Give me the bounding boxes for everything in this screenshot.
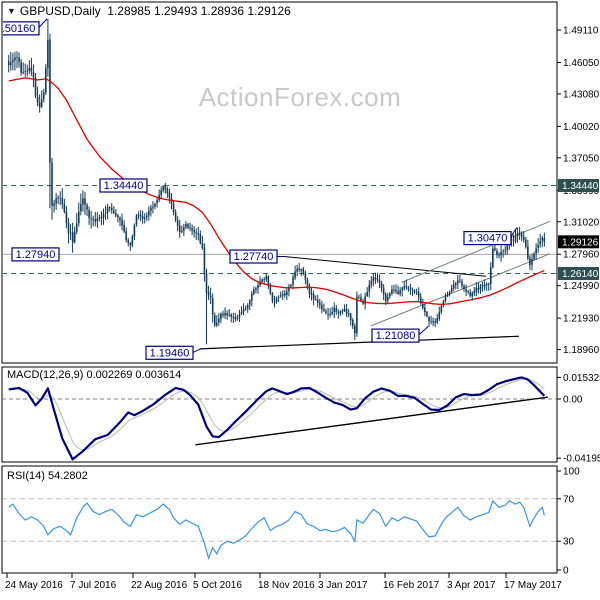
price-label-box — [11, 247, 60, 262]
macd-trendline — [195, 396, 548, 446]
axis-box-1.26140 — [558, 266, 599, 280]
macd-tick-label: 0.00 — [563, 395, 583, 406]
symbol-dropdown-icon[interactable]: ▼ — [7, 6, 16, 16]
date-label: 3 Jan 2017 — [318, 580, 368, 591]
price-tick-label: 1.31020 — [563, 217, 600, 228]
rsi-tick-label: 30 — [563, 537, 575, 548]
rsi-tick-label: 70 — [563, 494, 575, 505]
macd-tick-label: -0.041957 — [563, 454, 600, 465]
rsi-pane — [3, 498, 556, 561]
price-label-text: 1.27940 — [16, 249, 56, 261]
price-tick-label: 1.21930 — [563, 314, 600, 325]
trendline-1 — [283, 256, 486, 277]
date-label: 7 Jul 2016 — [70, 580, 117, 591]
price-label-box — [3, 21, 40, 36]
trendline-4 — [401, 220, 550, 283]
price-label-text: 1.19460 — [150, 347, 190, 359]
rsi-indicator-label: RSI(14) 54.2802 — [7, 470, 88, 482]
ohlc-values: 1.28985 1.29493 1.28936 1.29126 — [107, 4, 291, 18]
price-label-text: 1.27740 — [234, 251, 274, 263]
price-label-text: 1.21080 — [376, 330, 416, 342]
axis-box-1.29126 — [558, 235, 599, 249]
date-label: 17 May 2017 — [504, 580, 562, 591]
rsi-tick-label: 100 — [563, 467, 580, 478]
price-label-box — [463, 230, 512, 246]
watermark: ActionForex.com — [198, 82, 402, 112]
macd-signal-line — [8, 378, 545, 451]
main-pane-border — [1, 1, 558, 364]
price-tick-label: 1.49110 — [563, 26, 599, 37]
price-label-box — [99, 178, 148, 193]
price-label-text: 1.30470 — [468, 233, 508, 245]
price-tick-label: 1.37050 — [563, 153, 600, 164]
date-label: 22 Aug 2016 — [131, 580, 188, 591]
price-tick-label: 1.24990 — [563, 281, 600, 292]
rsi-tick-label: 0 — [563, 566, 569, 577]
macd-main-line — [8, 376, 546, 461]
price-tick-label: 1.46050 — [563, 58, 600, 69]
macd-pane — [3, 376, 556, 461]
date-label: 3 Apr 2017 — [447, 580, 496, 591]
macd-pane-border — [1, 366, 558, 463]
price-label-box — [229, 249, 278, 264]
date-label: 5 Oct 2016 — [193, 580, 242, 591]
ma-red-line — [8, 77, 545, 306]
axis-box-label: 1.29126 — [562, 237, 599, 248]
price-tick-label: 1.40020 — [563, 122, 600, 133]
rsi-line — [8, 499, 545, 561]
trendline-2 — [199, 335, 519, 350]
price-tick-label: 1.43080 — [563, 89, 600, 100]
price-label-text: 1.50160 — [0, 23, 35, 35]
axis-box-label: 1.34440 — [562, 181, 599, 192]
price-label-box — [145, 345, 194, 360]
date-label: 24 May 2016 — [5, 580, 63, 591]
date-label: 18 Nov 2016 — [258, 580, 315, 591]
axis-box-label: 1.26140 — [562, 269, 599, 280]
price-tick-label: 1.27960 — [563, 250, 600, 261]
candles-group — [7, 18, 546, 345]
label-connector — [417, 326, 429, 336]
price-label-text: 1.34440 — [104, 180, 144, 192]
price-label-box — [371, 328, 420, 343]
label-connector — [191, 348, 202, 354]
chart-title: ▼ GBPUSD,Daily 1.28985 1.29493 1.28936 1.… — [7, 4, 291, 18]
price-tick-label: 1.18960 — [563, 345, 600, 356]
main-pane: 1.50160 1.34440 1.27940 1.27740 1.21080 1.194… — [0, 18, 556, 360]
date-label: 16 Feb 2017 — [383, 580, 440, 591]
axis-box-1.34440 — [558, 179, 599, 193]
macd-indicator-label: MACD(12,26,9) 0.002269 0.003614 — [7, 369, 182, 381]
rsi-pane-border — [1, 465, 558, 574]
symbol-period-label: GBPUSD,Daily — [19, 4, 101, 18]
trendline-3 — [370, 253, 550, 327]
macd-tick-label: 0.015325 — [563, 373, 600, 384]
